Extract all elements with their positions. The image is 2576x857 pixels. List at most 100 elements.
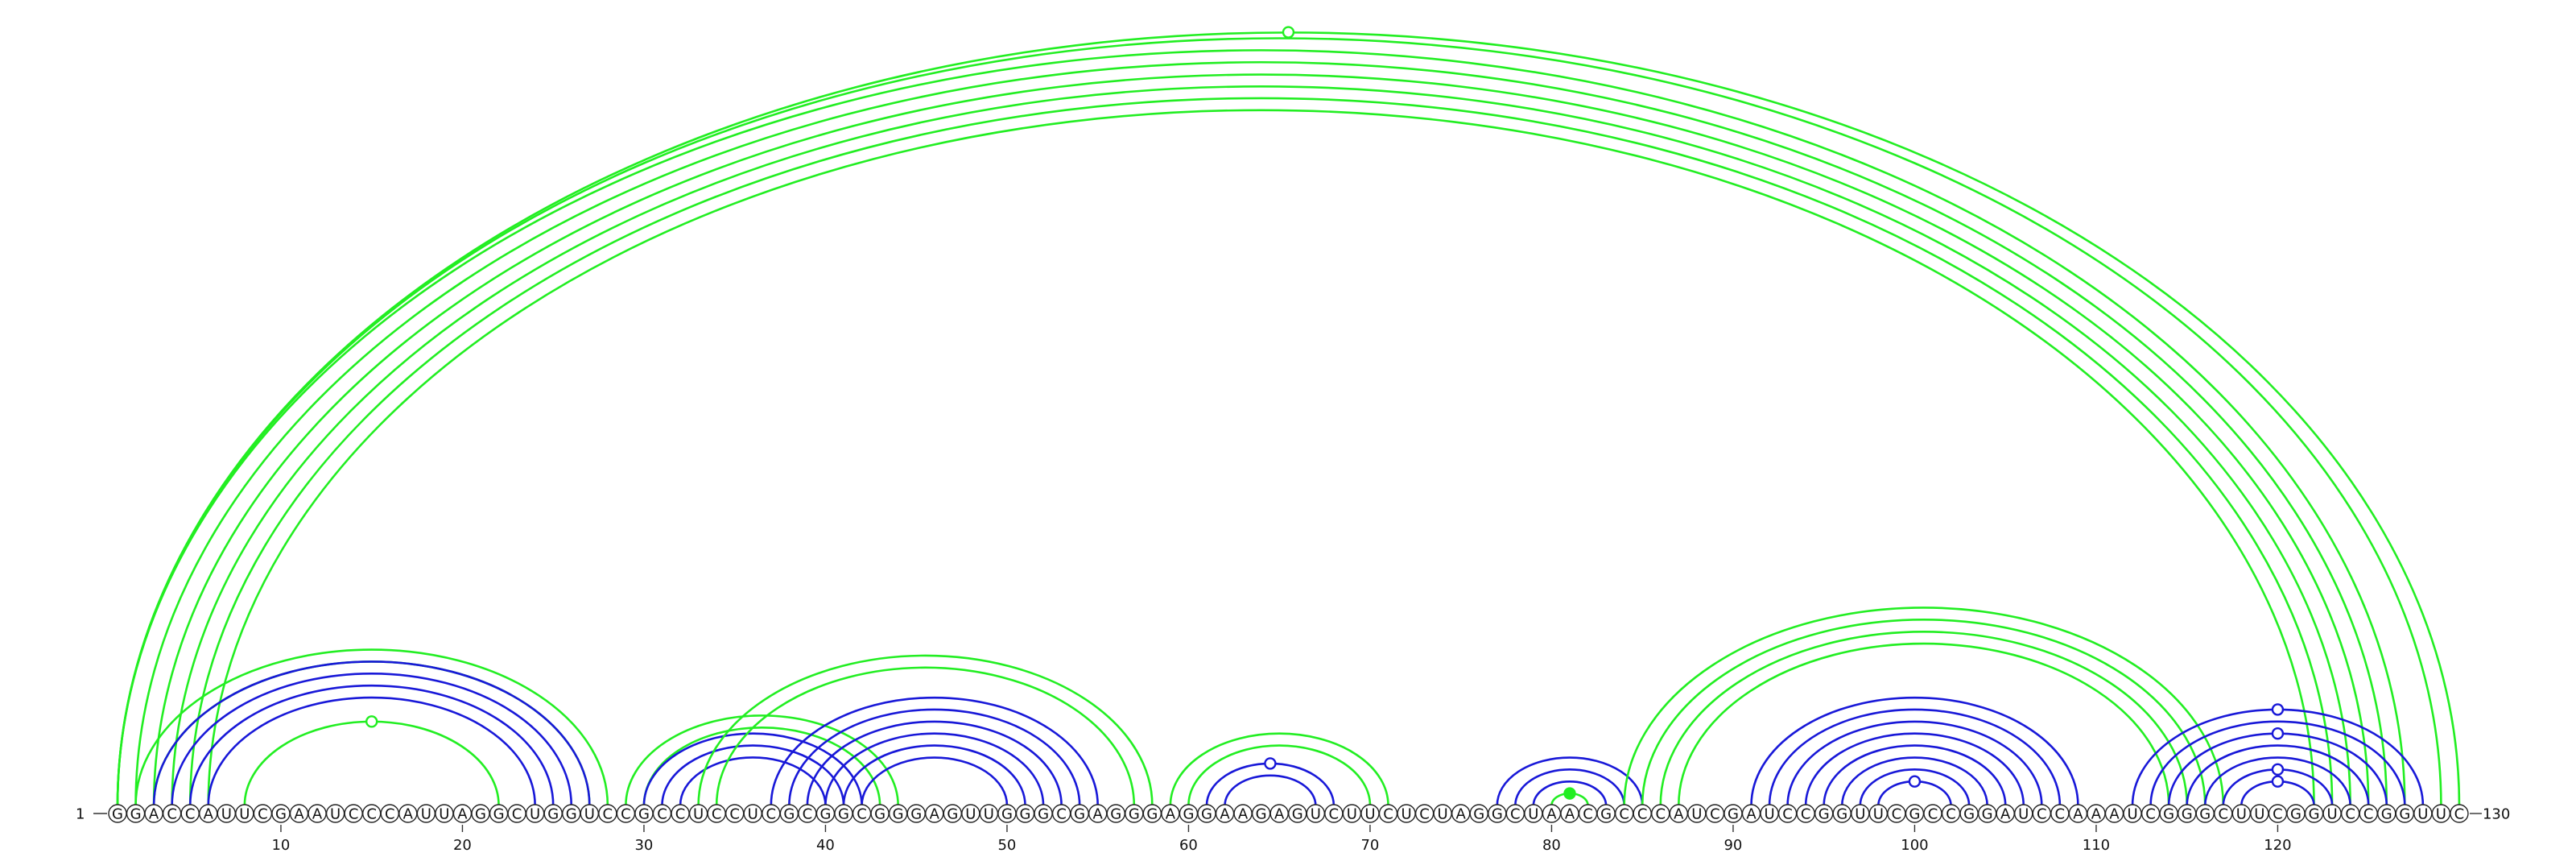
svg-text:G: G	[893, 806, 904, 823]
base-pair-arc-62-67	[1224, 774, 1317, 806]
base-pair-arc-3-125	[152, 72, 2370, 806]
base-pair-arc-37-55	[770, 696, 1099, 806]
svg-text:C: C	[1619, 806, 1629, 823]
svg-text:A: A	[2073, 806, 2083, 823]
base-pair-arc-6-24	[207, 696, 536, 806]
nucleotide-39: C	[798, 804, 817, 823]
base-pair-arc-113-127	[2149, 720, 2406, 806]
svg-text:C: C	[1056, 806, 1067, 823]
nucleotide-23: C	[507, 804, 526, 823]
svg-text:G: G	[2290, 806, 2301, 823]
svg-text:G: G	[112, 806, 123, 823]
svg-text:G: G	[910, 806, 922, 823]
nucleotide-26: G	[562, 804, 581, 823]
nucleotide-61: G	[1197, 804, 1216, 823]
svg-text:U: U	[2436, 806, 2446, 823]
svg-text:A: A	[204, 806, 214, 823]
nucleotide-9: C	[253, 804, 273, 823]
sequence-end-label: 130	[2483, 806, 2510, 823]
svg-text:C: C	[2454, 806, 2465, 823]
nucleotide-129: U	[2431, 804, 2451, 823]
nucleotide-107: C	[2032, 804, 2052, 823]
svg-text:G: G	[1600, 806, 1612, 823]
svg-text:C: C	[712, 806, 722, 823]
nucleotide-104: G	[1977, 804, 1997, 823]
svg-text:C: C	[2219, 806, 2229, 823]
svg-text:U: U	[1528, 806, 1538, 823]
base-pair-arc-34-57	[715, 666, 1136, 806]
svg-text:G: G	[275, 806, 287, 823]
nucleotide-4: C	[162, 804, 182, 823]
svg-text:G: G	[2182, 806, 2193, 823]
nucleotide-12: A	[308, 804, 327, 823]
base-pair-arc-115-125	[2186, 744, 2370, 806]
nucleotide-79: U	[1524, 804, 1543, 823]
nucleotide-111: A	[2104, 804, 2124, 823]
tick-label-120: 120	[2264, 837, 2291, 854]
svg-text:C: C	[621, 806, 631, 823]
svg-text:G: G	[2163, 806, 2174, 823]
svg-text:A: A	[930, 806, 940, 823]
nucleotide-81: A	[1560, 804, 1579, 823]
nucleotide-69: U	[1342, 804, 1362, 823]
base-pair-arc-1-129	[116, 37, 2442, 806]
base-pair-arc-92-108	[1768, 708, 2062, 806]
svg-text:A: A	[2109, 806, 2120, 823]
nucleotide-124: C	[2340, 804, 2360, 823]
nucleotide-89: C	[1705, 804, 1725, 823]
nucleotide-16: C	[380, 804, 399, 823]
nucleotide-59: A	[1161, 804, 1180, 823]
svg-text:U: U	[1438, 806, 1448, 823]
svg-text:C: C	[803, 806, 813, 823]
tick-label-40: 40	[816, 837, 835, 854]
base-pair-arc-5-123	[188, 97, 2334, 806]
nucleotide-54: G	[1070, 804, 1089, 823]
svg-text:C: C	[1928, 806, 1938, 823]
base-pair-arcs	[116, 31, 2461, 806]
base-pair-arc-32-40	[679, 756, 827, 806]
svg-text:C: C	[1801, 806, 1811, 823]
nucleotide-6: A	[199, 804, 218, 823]
svg-text:G: G	[566, 806, 577, 823]
svg-text:C: C	[1946, 806, 1956, 823]
nucleotide-20: A	[452, 804, 473, 823]
nucleotide-32: C	[671, 804, 690, 823]
base-pair-arc-30-42	[642, 732, 863, 806]
nucleotide-41: G	[834, 804, 853, 823]
arc-marker-0	[1282, 26, 1295, 39]
svg-text:G: G	[1256, 806, 1267, 823]
nucleotide-33: U	[688, 804, 708, 823]
nucleotide-110: A	[2087, 804, 2106, 823]
svg-text:C: C	[2273, 806, 2283, 823]
svg-text:G: G	[1129, 806, 1140, 823]
nucleotide-97: U	[1851, 804, 1870, 823]
nucleotide-49: U	[979, 804, 999, 823]
nucleotide-76: G	[1469, 804, 1488, 823]
svg-text:G: G	[1963, 806, 1975, 823]
base-pair-arc-2-126	[134, 61, 2388, 806]
base-pair-arc-4-124	[171, 85, 2351, 806]
svg-text:G: G	[1074, 806, 1085, 823]
svg-text:G: G	[1020, 806, 1031, 823]
svg-text:G: G	[2399, 806, 2410, 823]
nucleotide-52: G	[1034, 804, 1053, 823]
base-pair-arc-84-117	[1623, 607, 2225, 806]
arc-marker-5	[2271, 703, 2285, 716]
svg-text:C: C	[2055, 806, 2066, 823]
base-pair-arc-29-44	[625, 714, 899, 806]
nucleotide-65: A	[1269, 804, 1289, 823]
nucleotide-3: A	[144, 804, 163, 823]
base-pair-arc-79-83	[1532, 780, 1608, 806]
nucleotide-121: G	[2286, 804, 2306, 823]
base-pair-arc-116-124	[2203, 756, 2351, 806]
base-pair-arc-2-28	[134, 648, 609, 806]
base-pair-arc-87-114	[1678, 642, 2170, 806]
nucleotide-60: G	[1179, 804, 1199, 823]
svg-text:U: U	[1873, 806, 1884, 823]
nucleotide-96: G	[1832, 804, 1852, 823]
nucleotide-83: G	[1596, 804, 1616, 823]
svg-text:U: U	[1311, 806, 1321, 823]
nucleotide-115: G	[2177, 804, 2197, 823]
nucleotide-29: C	[616, 804, 636, 823]
svg-text:C: C	[729, 806, 740, 823]
